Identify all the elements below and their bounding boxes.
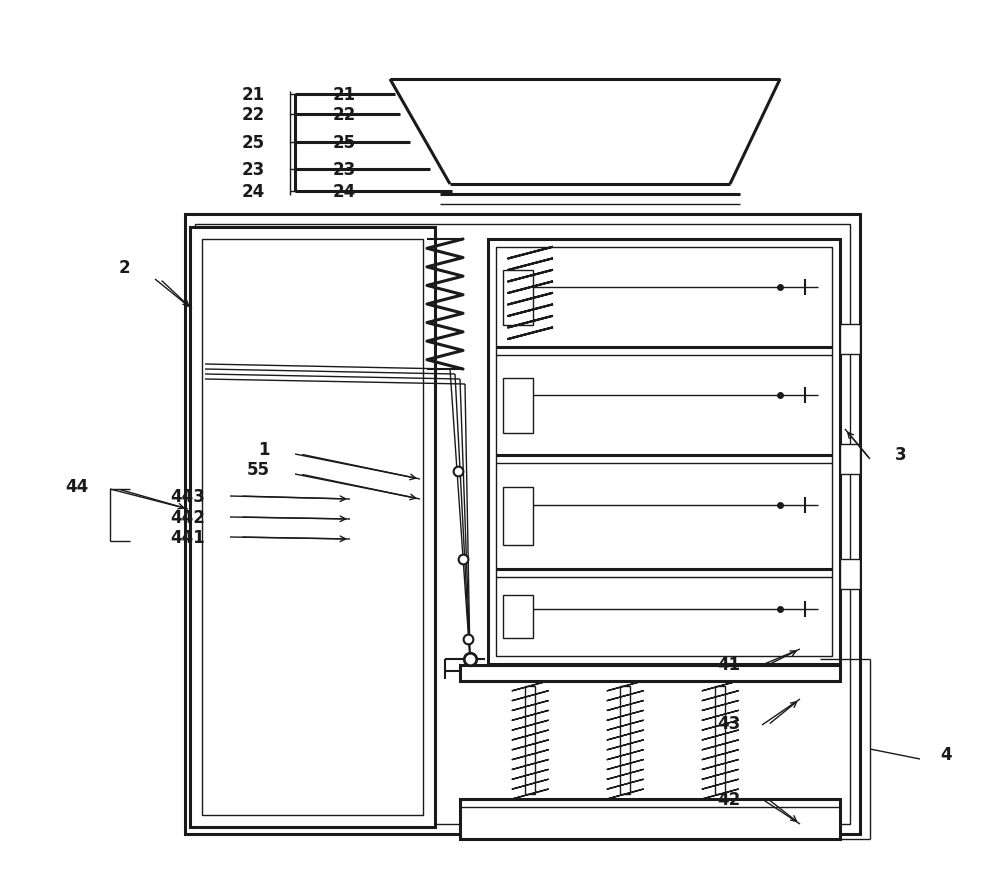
Text: 23: 23 bbox=[333, 160, 356, 179]
Text: 25: 25 bbox=[333, 134, 356, 152]
Bar bbox=[460, 799, 840, 839]
Text: 441: 441 bbox=[170, 529, 205, 546]
Bar bbox=[503, 595, 533, 638]
Bar bbox=[503, 378, 533, 433]
Bar bbox=[840, 324, 860, 354]
Bar bbox=[190, 228, 435, 827]
Text: 2: 2 bbox=[118, 259, 130, 276]
Text: 21: 21 bbox=[242, 86, 265, 103]
Bar bbox=[503, 488, 533, 545]
Bar bbox=[185, 215, 860, 834]
Text: 25: 25 bbox=[242, 134, 265, 152]
Bar bbox=[202, 239, 423, 815]
Bar bbox=[195, 225, 850, 824]
Bar bbox=[496, 247, 832, 656]
Bar bbox=[715, 686, 725, 794]
Text: 43: 43 bbox=[717, 714, 740, 732]
Text: 3: 3 bbox=[895, 446, 907, 463]
Text: 42: 42 bbox=[717, 790, 740, 808]
Text: 22: 22 bbox=[242, 106, 265, 124]
Bar bbox=[525, 686, 535, 794]
Bar bbox=[840, 560, 860, 589]
Bar bbox=[460, 666, 840, 681]
Text: 21: 21 bbox=[333, 86, 356, 103]
Text: 4: 4 bbox=[940, 745, 952, 763]
Text: 442: 442 bbox=[170, 509, 205, 526]
Text: 24: 24 bbox=[242, 182, 265, 201]
Bar bbox=[503, 270, 533, 325]
Text: 41: 41 bbox=[717, 655, 740, 674]
Bar bbox=[620, 686, 630, 794]
Text: 55: 55 bbox=[247, 460, 270, 479]
Text: 24: 24 bbox=[333, 182, 356, 201]
Text: 443: 443 bbox=[170, 488, 205, 505]
Text: 22: 22 bbox=[333, 106, 356, 124]
Text: 44: 44 bbox=[65, 477, 88, 496]
Text: 1: 1 bbox=[259, 440, 270, 459]
Bar bbox=[488, 239, 840, 664]
Bar bbox=[840, 445, 860, 474]
Text: 23: 23 bbox=[242, 160, 265, 179]
